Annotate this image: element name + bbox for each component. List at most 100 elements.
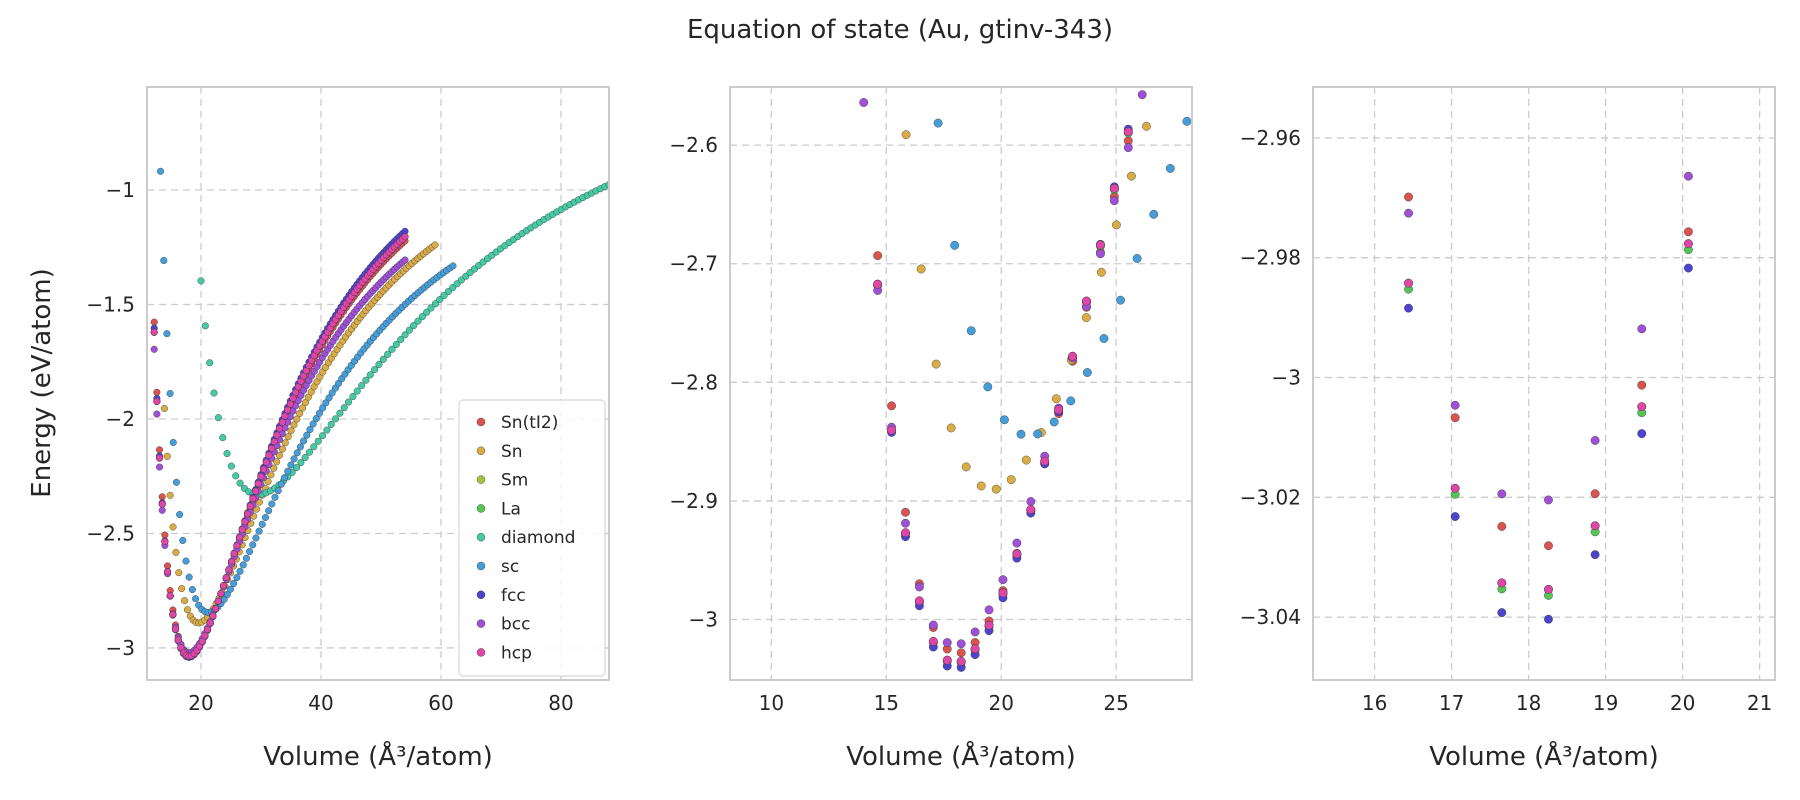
legend-entry: sc (501, 557, 519, 577)
data-point-bcc (970, 627, 980, 637)
data-point-bcc (1123, 143, 1133, 153)
data-point-hcp (198, 637, 206, 645)
data-point-sc (1165, 164, 1175, 173)
figure-title: Equation of state (Au, gtinv-343) (687, 15, 1113, 45)
legend-marker (476, 446, 486, 455)
data-point-diamond (353, 387, 361, 395)
data-point-hcp (1012, 549, 1022, 559)
y-tick-label: −2.98 (1240, 246, 1301, 270)
data-point-hcp (281, 412, 289, 420)
data-point-hcp (1544, 584, 1553, 594)
data-point-diamond (332, 415, 340, 423)
data-point-snti2 (956, 648, 966, 658)
data-point-sn (1021, 455, 1031, 465)
x-axis-label: Volume (Å³/atom) (846, 740, 1076, 772)
data-point-hcp (204, 626, 212, 634)
data-point-sc (1066, 396, 1076, 406)
data-point-diamond (327, 420, 335, 428)
data-point-sc (1182, 116, 1192, 126)
data-point-snti2 (1590, 489, 1600, 499)
data-point-diamond (197, 277, 205, 285)
data-point-bcc (915, 582, 924, 592)
data-point-snti2 (873, 251, 883, 260)
data-point-diamond (362, 376, 370, 384)
data-point-hcp (270, 438, 278, 446)
data-point-sc (169, 438, 177, 446)
data-point-diamond (236, 479, 244, 487)
data-point-sc (328, 389, 336, 397)
data-point-bcc (1684, 171, 1693, 181)
data-point-diamond (306, 448, 314, 456)
data-point-hcp (228, 558, 236, 566)
data-point-diamond (232, 472, 240, 480)
data-point-hcp (970, 644, 980, 654)
data-point-hcp (286, 400, 294, 408)
y-tick-label: −3 (689, 608, 718, 632)
data-point-diamond (414, 317, 422, 325)
data-point-sc (157, 167, 165, 175)
x-tick-label: 25 (1103, 691, 1128, 715)
legend-entry: fcc (501, 586, 526, 606)
data-point-sc (233, 574, 241, 582)
data-point-hcp (158, 500, 166, 508)
data-point-snti2 (156, 446, 164, 454)
data-point-diamond (227, 462, 235, 470)
data-point-diamond (401, 331, 409, 339)
data-point-hcp (201, 632, 209, 640)
x-tick-label: 16 (1362, 691, 1387, 715)
data-point-fcc (1404, 303, 1413, 313)
data-point-hcp (217, 589, 225, 597)
data-point-sc (966, 326, 976, 336)
data-point-hcp (260, 465, 268, 473)
data-point-hcp (252, 487, 260, 495)
data-point-diamond (392, 340, 400, 348)
data-point-hcp (244, 510, 252, 518)
data-point-hcp (166, 592, 174, 600)
data-point-sn (276, 451, 284, 459)
data-point-diamond (410, 322, 418, 330)
data-point-sn (931, 359, 941, 369)
data-point-snti2 (161, 531, 169, 539)
data-point-sc (287, 461, 295, 469)
data-point-hcp (257, 472, 265, 480)
x-tick-label: 60 (428, 691, 453, 715)
data-point-hcp (174, 636, 182, 644)
data-point-hcp (236, 534, 244, 542)
data-point-sc (182, 557, 190, 565)
legend-marker (476, 561, 486, 571)
data-point-sc (319, 404, 327, 412)
data-point-sc (188, 586, 196, 594)
data-point-sn (901, 130, 911, 140)
data-point-sn (181, 597, 189, 605)
data-point-hcp (1026, 505, 1036, 514)
data-point-sc (1149, 209, 1159, 219)
data-point-hcp (1054, 405, 1064, 415)
data-point-snti2 (153, 388, 161, 396)
data-point-sc (290, 455, 298, 463)
data-point-diamond (397, 336, 405, 344)
data-point-fcc (1590, 550, 1600, 560)
data-point-diamond (201, 322, 209, 330)
data-point-diamond (431, 300, 439, 308)
data-point-hcp (1497, 578, 1507, 588)
data-point-diamond (444, 288, 452, 296)
data-point-sc (163, 330, 171, 338)
data-point-hcp (246, 502, 254, 510)
legend-entry: La (501, 499, 521, 519)
y-axis-label: Energy (eV/atom) (27, 268, 57, 497)
data-point-hcp (153, 397, 161, 405)
data-point-sc (246, 548, 254, 556)
data-point-sn (296, 409, 304, 417)
data-point-hcp (161, 538, 169, 546)
data-point-sc (252, 534, 260, 542)
data-point-sn (267, 471, 275, 479)
legend-box (458, 399, 606, 677)
data-point-diamond (301, 453, 309, 461)
data-point-sc (325, 394, 333, 402)
data-point-hcp (209, 612, 217, 620)
data-point-sn (1112, 220, 1121, 230)
data-point-sn (264, 478, 272, 486)
data-point-snti2 (1450, 413, 1460, 423)
data-point-hcp (1109, 184, 1119, 193)
y-tick-label: −2.6 (669, 133, 718, 157)
